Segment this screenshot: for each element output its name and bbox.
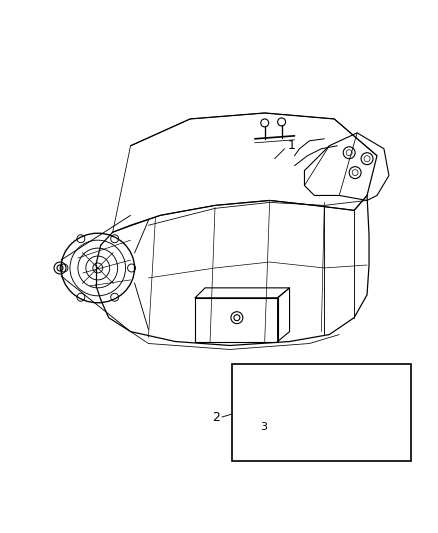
Bar xyxy=(232,365,411,461)
Text: 1: 1 xyxy=(288,139,296,152)
Text: 2: 2 xyxy=(212,410,220,424)
Text: 3: 3 xyxy=(260,422,267,432)
